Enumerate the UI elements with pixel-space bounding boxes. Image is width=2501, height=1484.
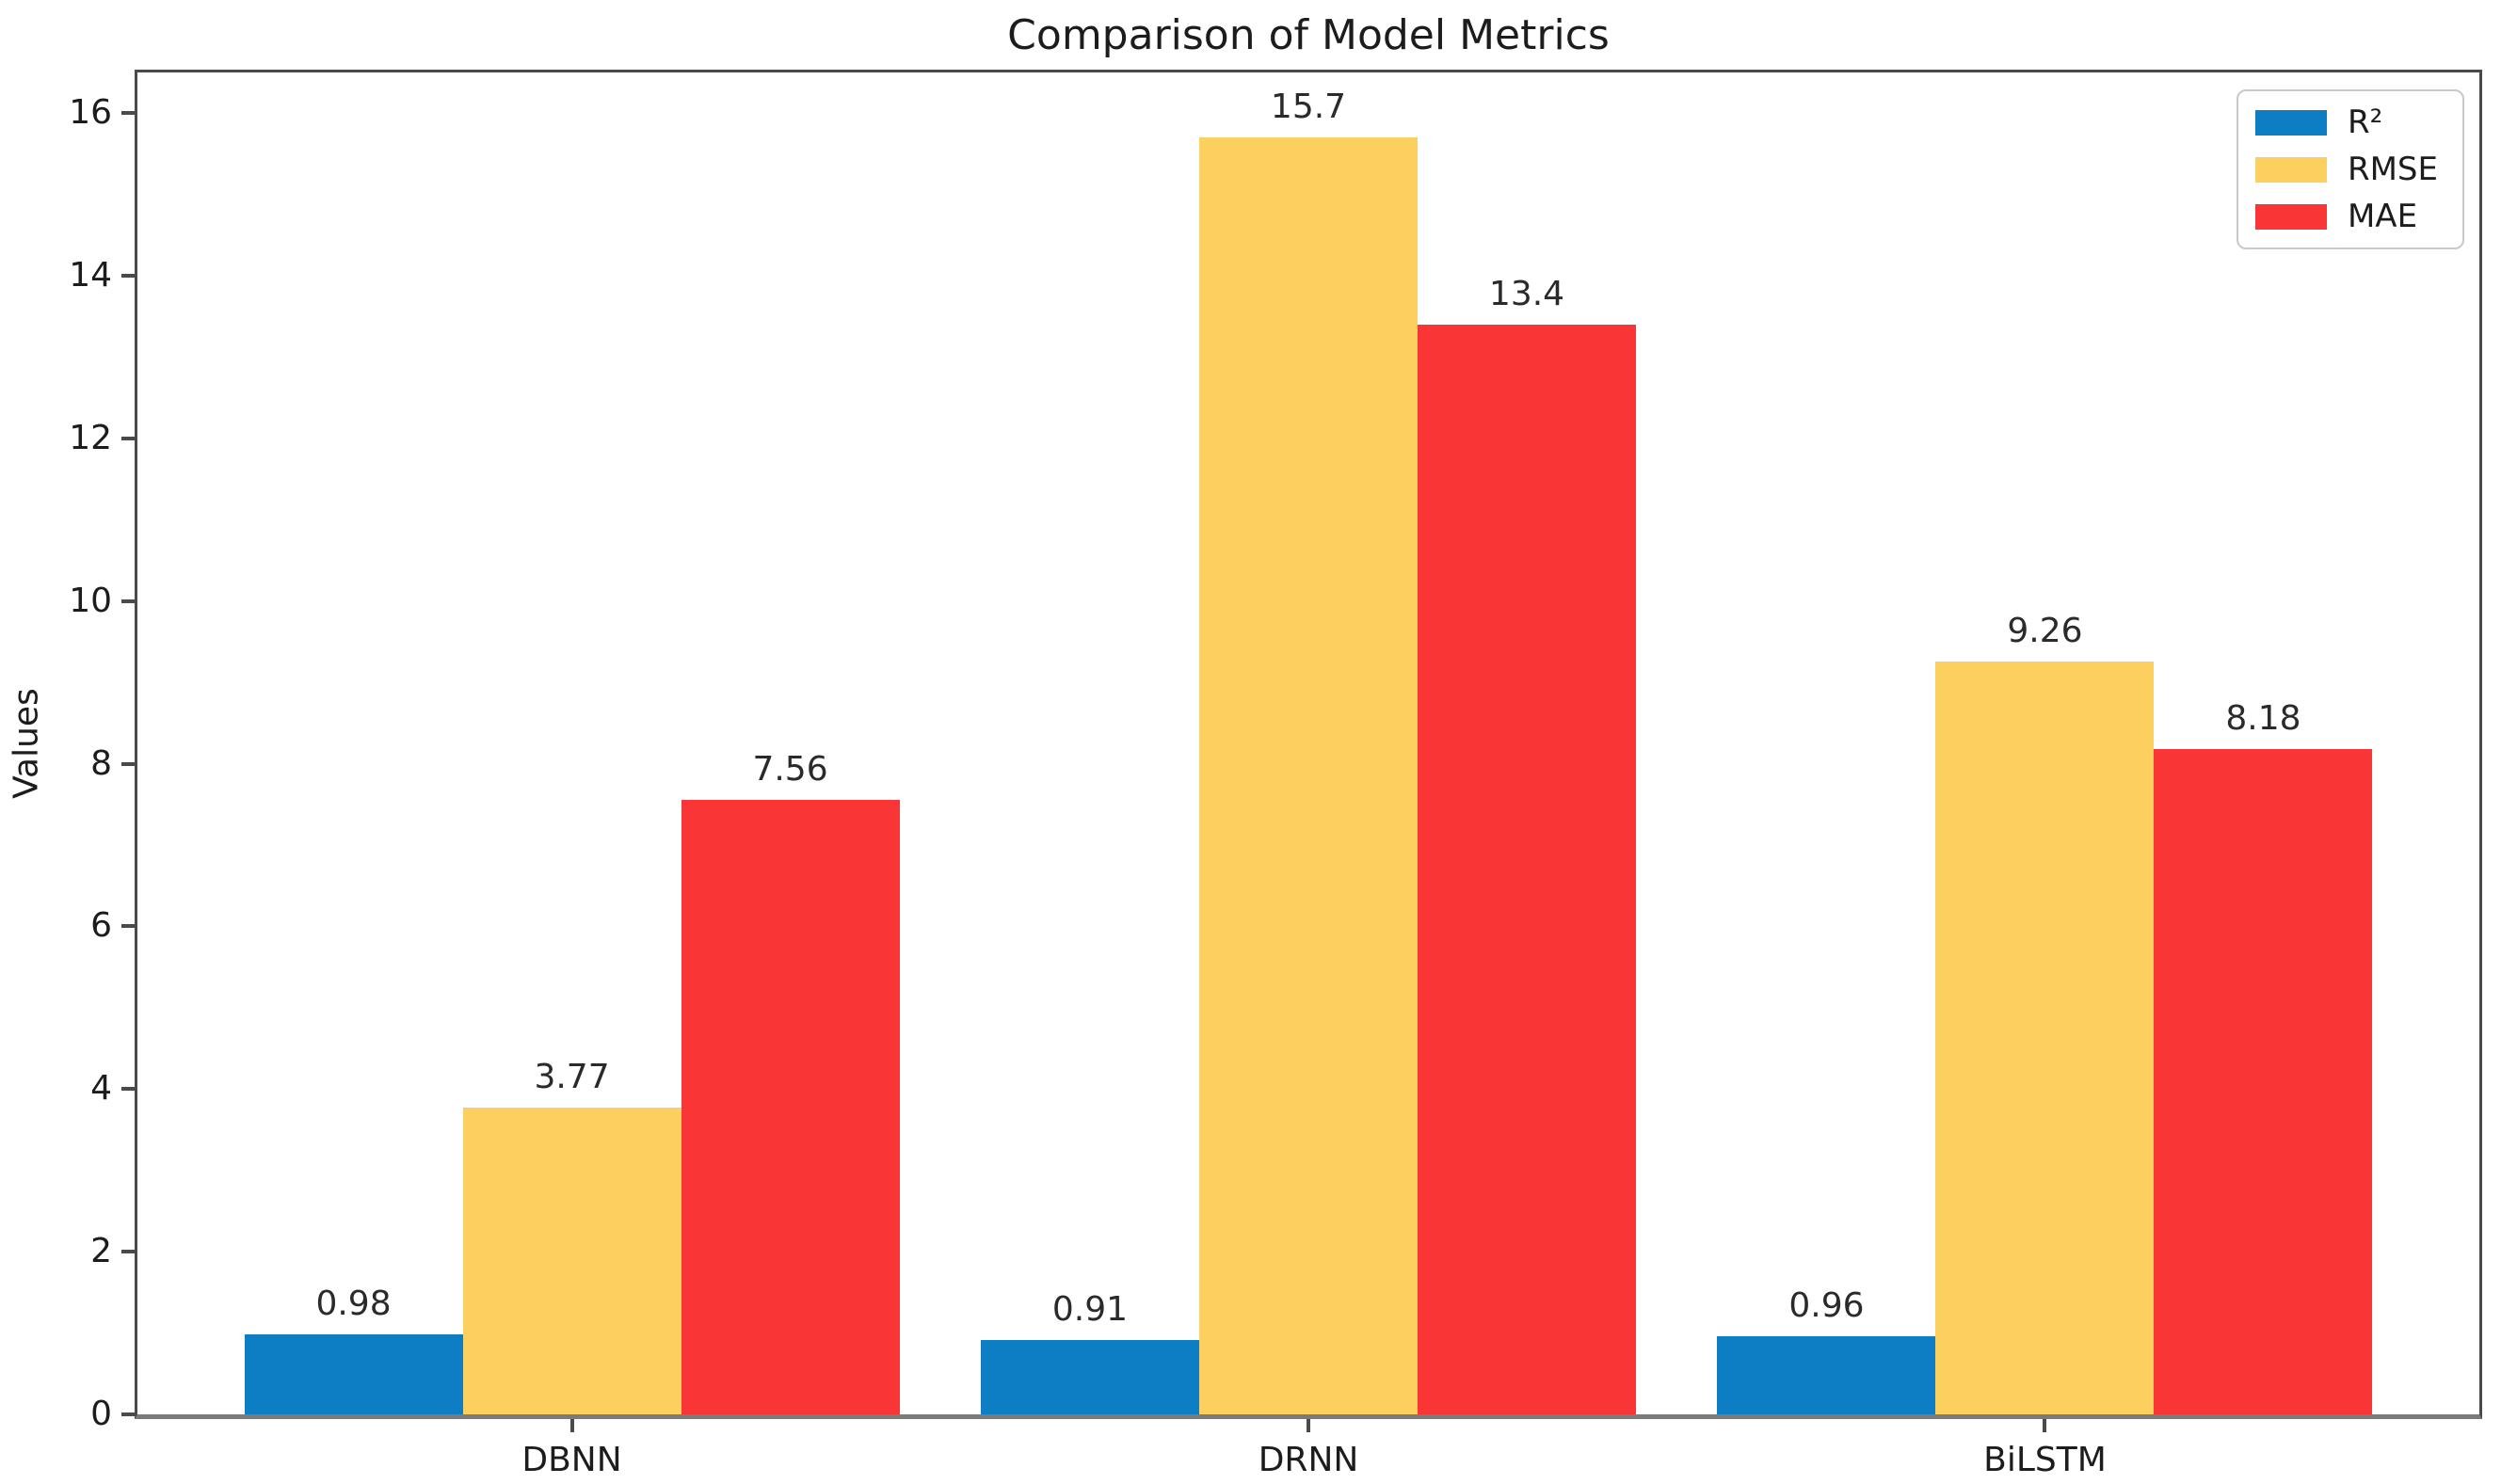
y-tick-label: 14 [69,256,112,295]
y-tick-mark [121,1087,135,1092]
bar [1418,324,1636,1414]
y-tick-label: 0 [90,1395,112,1433]
y-tick-label: 6 [90,906,112,946]
y-tick-label: 10 [69,581,112,620]
y-tick-mark [121,111,135,116]
legend-item: RMSE [2254,151,2438,188]
y-tick-label: 2 [90,1232,112,1271]
bar [1935,661,2155,1414]
bar [462,1108,681,1414]
legend-label: R² [2347,104,2383,141]
y-tick-label: 4 [90,1069,112,1109]
legend-item: MAE [2254,198,2438,235]
legend-label: RMSE [2347,151,2438,188]
x-tick-mark [2043,1419,2047,1432]
bar [980,1340,1199,1414]
legend-item: R² [2254,104,2438,141]
bar-value-label: 3.77 [534,1058,610,1097]
y-tick-mark [121,924,135,929]
x-tick-mark [569,1419,574,1432]
x-tick-label: BiLSTM [1983,1441,2107,1479]
bar-value-label: 7.56 [752,749,828,789]
bar-value-label: 8.18 [2225,699,2301,739]
bar [1717,1336,1936,1414]
y-tick-label: 12 [69,418,112,457]
bar-value-label: 0.96 [1788,1286,1865,1326]
y-tick-label: 8 [90,743,112,783]
y-tick-mark [121,1412,135,1416]
x-tick-label: DRNN [1258,1441,1359,1479]
bar [681,799,900,1414]
bar [244,1334,463,1414]
chart-title: Comparison of Model Metrics [1007,11,1610,59]
bar-value-label: 0.98 [315,1285,392,1324]
y-axis-label: Values [7,688,46,799]
legend-swatch [2254,203,2327,230]
bar-value-label: 9.26 [2007,611,2083,650]
x-tick-mark [1307,1419,1310,1432]
legend: R² RMSE MAE [2236,89,2464,249]
y-tick-label: 16 [69,93,112,133]
bar-value-label: 0.91 [1051,1290,1129,1330]
bar [2154,749,2373,1414]
y-tick-mark [121,1250,135,1254]
bar-value-label: 15.7 [1270,88,1347,127]
legend-swatch [2254,109,2327,136]
legend-swatch [2254,156,2327,183]
legend-label: MAE [2347,198,2418,235]
plot-area: Values R² RMSE MAE 0 2 4 6 8 10 12 14 16 DBNN DRNN Bi… [8,70,2482,1479]
y-tick-mark [121,598,135,603]
y-tick-mark [121,274,135,279]
bar-value-label: 13.4 [1488,274,1565,313]
y-tick-mark [121,436,135,440]
x-tick-label: DBNN [521,1441,622,1479]
bar [1198,137,1418,1414]
y-tick-mark [121,761,135,766]
